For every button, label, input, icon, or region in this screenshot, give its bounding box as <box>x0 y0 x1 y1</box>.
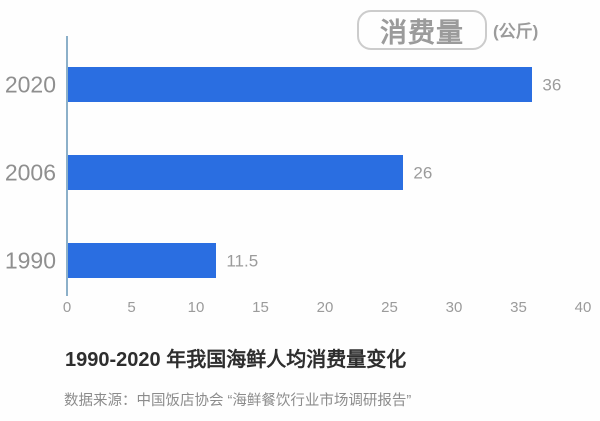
x-tick-label: 10 <box>187 299 205 316</box>
value-label: 26 <box>413 163 433 182</box>
value-label: 36 <box>542 75 562 94</box>
x-tick-label: 0 <box>62 299 72 316</box>
legend-badge: 消费量 <box>357 10 487 50</box>
y-axis-line <box>66 36 68 296</box>
category-label: 1990 <box>4 247 56 273</box>
bar <box>68 155 404 190</box>
value-label: 11.5 <box>226 251 259 270</box>
x-tick-label: 15 <box>252 299 269 316</box>
x-tick-label: 25 <box>381 299 398 316</box>
bar-row: 2020 36 <box>0 67 600 102</box>
bar-chart: 2020 36 2006 26 1990 11.5 0 5 10 15 20 25 30 35 40 <box>0 36 600 316</box>
bar-row: 1990 11.5 <box>0 243 600 278</box>
x-tick-label: 30 <box>445 299 463 316</box>
bar <box>68 243 217 278</box>
unit-label: (公斤) <box>493 22 539 41</box>
chart-title: 1990-2020 年我国海鲜人均消费量变化 <box>65 349 407 371</box>
category-label: 2006 <box>4 159 56 185</box>
legend-badge-label: 消费量 <box>380 17 464 48</box>
bar <box>68 67 533 102</box>
x-tick-label: 20 <box>316 299 334 316</box>
data-source: 数据来源：中国饭店协会 “海鲜餐饮行业市场调研报告” <box>64 393 412 409</box>
bar-row: 2006 26 <box>0 155 600 190</box>
x-tick-label: 35 <box>510 299 527 316</box>
x-tick-label: 5 <box>127 299 136 316</box>
category-label: 2020 <box>4 71 56 97</box>
x-tick-label: 40 <box>574 299 592 316</box>
